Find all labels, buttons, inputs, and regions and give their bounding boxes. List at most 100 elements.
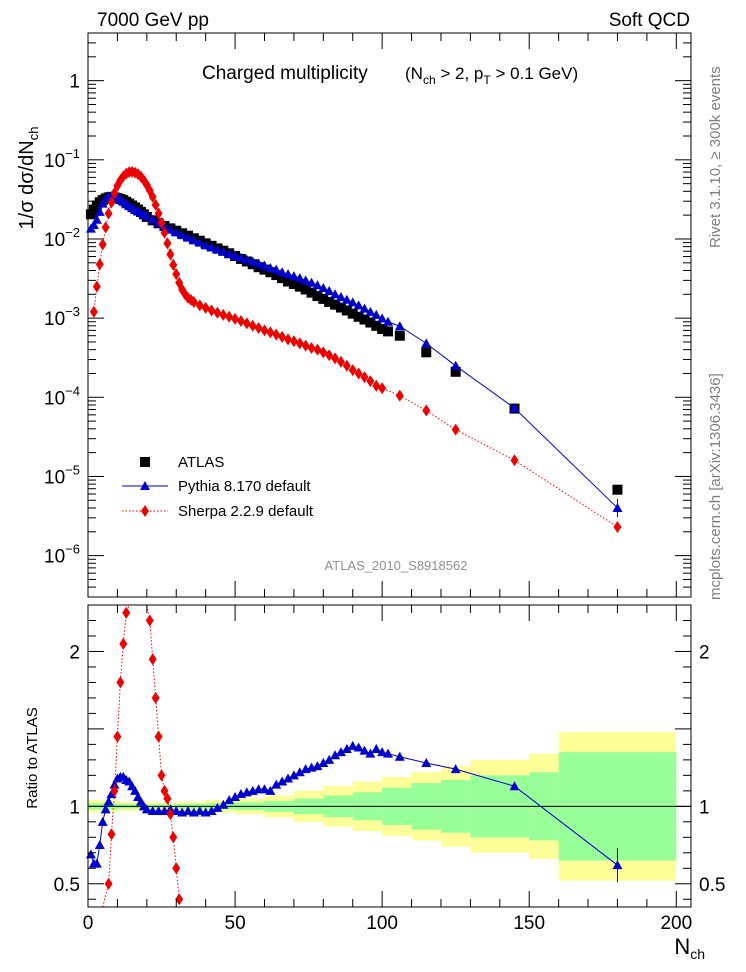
atlas-point bbox=[277, 273, 288, 284]
main-y-tick-label: 10−1 bbox=[44, 146, 80, 172]
main-y-tick-label: 10−2 bbox=[44, 225, 80, 251]
atlas-point bbox=[421, 347, 432, 358]
sherpa-ratio-point bbox=[122, 606, 131, 619]
pythia-ratio-point bbox=[612, 860, 623, 870]
pythia-point bbox=[165, 224, 176, 234]
sherpa-ratio-point bbox=[157, 769, 166, 782]
sherpa-ratio-point bbox=[169, 831, 178, 844]
pythia-point bbox=[383, 316, 394, 326]
pythia-point bbox=[365, 306, 376, 316]
sherpa-point bbox=[92, 280, 101, 293]
rivet-version-label: Rivet 3.1.10, ≥ 300k events bbox=[707, 66, 724, 248]
sherpa-point bbox=[201, 301, 210, 314]
legend-label-pythia: Pythia 8.170 default bbox=[178, 478, 311, 495]
sherpa-point bbox=[372, 379, 381, 392]
sherpa-point bbox=[151, 198, 160, 211]
pythia-ratio-point bbox=[277, 776, 288, 786]
pythia-ratio-point bbox=[288, 770, 299, 780]
pythia-point bbox=[159, 221, 170, 231]
atlas-point bbox=[383, 326, 394, 337]
pythia-ratio-point bbox=[383, 748, 394, 758]
legend-label-sherpa: Sherpa 2.2.9 default bbox=[178, 503, 314, 520]
sherpa-point bbox=[278, 330, 287, 343]
sherpa-point bbox=[248, 319, 257, 332]
plot-title: Charged multiplicity bbox=[202, 63, 368, 84]
pythia-ratio-point bbox=[377, 747, 388, 757]
sherpa-point bbox=[95, 258, 104, 271]
pythia-point bbox=[359, 303, 370, 313]
ratio-y-tick-label-right: 1 bbox=[699, 797, 710, 818]
sherpa-ratio-point bbox=[160, 784, 169, 797]
pythia-ratio-point bbox=[341, 744, 352, 754]
sherpa-ratio-point bbox=[148, 653, 157, 666]
sherpa-ratio-point bbox=[172, 862, 181, 875]
sherpa-point bbox=[331, 352, 340, 365]
sherpa-point bbox=[154, 207, 163, 220]
pythia-ratio-point bbox=[171, 805, 182, 815]
sherpa-point bbox=[89, 305, 98, 318]
sherpa-point bbox=[354, 367, 363, 380]
pythia-point bbox=[324, 286, 335, 296]
pythia-ratio-point bbox=[283, 773, 294, 783]
pythia-ratio-point bbox=[183, 805, 194, 815]
pythia-point bbox=[347, 297, 358, 307]
x-tick-label: 0 bbox=[83, 913, 94, 934]
sherpa-point bbox=[378, 382, 387, 395]
sherpa-point bbox=[307, 341, 316, 354]
pythia-ratio-point bbox=[294, 767, 305, 777]
pythia-ratio-point bbox=[359, 745, 370, 755]
ratio-y-tick-label-left: 1 bbox=[69, 797, 80, 818]
sherpa-point bbox=[342, 359, 351, 372]
ratio-plot-frame-top bbox=[87, 604, 692, 908]
pythia-ratio-point bbox=[265, 785, 276, 795]
pythia-point bbox=[235, 252, 246, 262]
x-tick-label: 150 bbox=[513, 913, 545, 934]
atlas-point bbox=[312, 291, 323, 302]
atlas-point bbox=[365, 317, 376, 328]
main-y-tick-label: 10−4 bbox=[44, 383, 80, 409]
sherpa-point bbox=[166, 248, 175, 261]
atlas-point bbox=[294, 281, 305, 292]
energy-label: 7000 GeV pp bbox=[97, 10, 209, 31]
pythia-point bbox=[312, 280, 323, 290]
pythia-point bbox=[265, 262, 276, 272]
legend-marker-atlas bbox=[140, 457, 150, 467]
sherpa-point bbox=[189, 295, 198, 308]
legend-label-atlas: ATLAS bbox=[178, 454, 224, 471]
pythia-point bbox=[224, 248, 235, 258]
pythia-ratio-point bbox=[324, 754, 335, 764]
x-axis-label: Nch bbox=[674, 934, 705, 962]
pythia-point bbox=[394, 321, 405, 331]
ratio-y-tick-label-right: 0.5 bbox=[699, 875, 725, 896]
sherpa-ratio-point bbox=[104, 877, 113, 890]
pythia-ratio-point bbox=[335, 747, 346, 757]
sherpa-ratio-point bbox=[116, 676, 125, 689]
atlas-point bbox=[394, 330, 405, 341]
sherpa-point bbox=[336, 355, 345, 368]
pythia-point bbox=[306, 277, 317, 287]
pythia-ratio-point bbox=[230, 792, 241, 802]
sherpa-point bbox=[101, 221, 110, 234]
pythia-point bbox=[377, 313, 388, 323]
sherpa-point bbox=[225, 310, 234, 323]
sherpa-point bbox=[148, 190, 157, 203]
sherpa-point bbox=[213, 306, 222, 319]
pythia-point bbox=[147, 214, 158, 224]
atlas-point bbox=[330, 299, 341, 310]
sherpa-ratio-point bbox=[175, 893, 184, 906]
pythia-ratio-point bbox=[218, 799, 229, 809]
sherpa-point bbox=[231, 312, 240, 325]
pythia-point bbox=[194, 237, 205, 247]
main-plot-frame bbox=[87, 32, 692, 598]
sherpa-ratio-line bbox=[102, 604, 180, 908]
atlas-point bbox=[288, 278, 299, 289]
pythia-point bbox=[218, 246, 229, 256]
ratio-y-tick-labels: 0.5 0.5 1 1 2 2 bbox=[54, 642, 726, 895]
sherpa-point bbox=[160, 226, 169, 239]
sherpa-point bbox=[613, 520, 622, 533]
pythia-point bbox=[318, 283, 329, 293]
legend-marker-pythia bbox=[140, 481, 150, 490]
sherpa-point bbox=[366, 375, 375, 388]
pythia-point bbox=[353, 300, 364, 310]
